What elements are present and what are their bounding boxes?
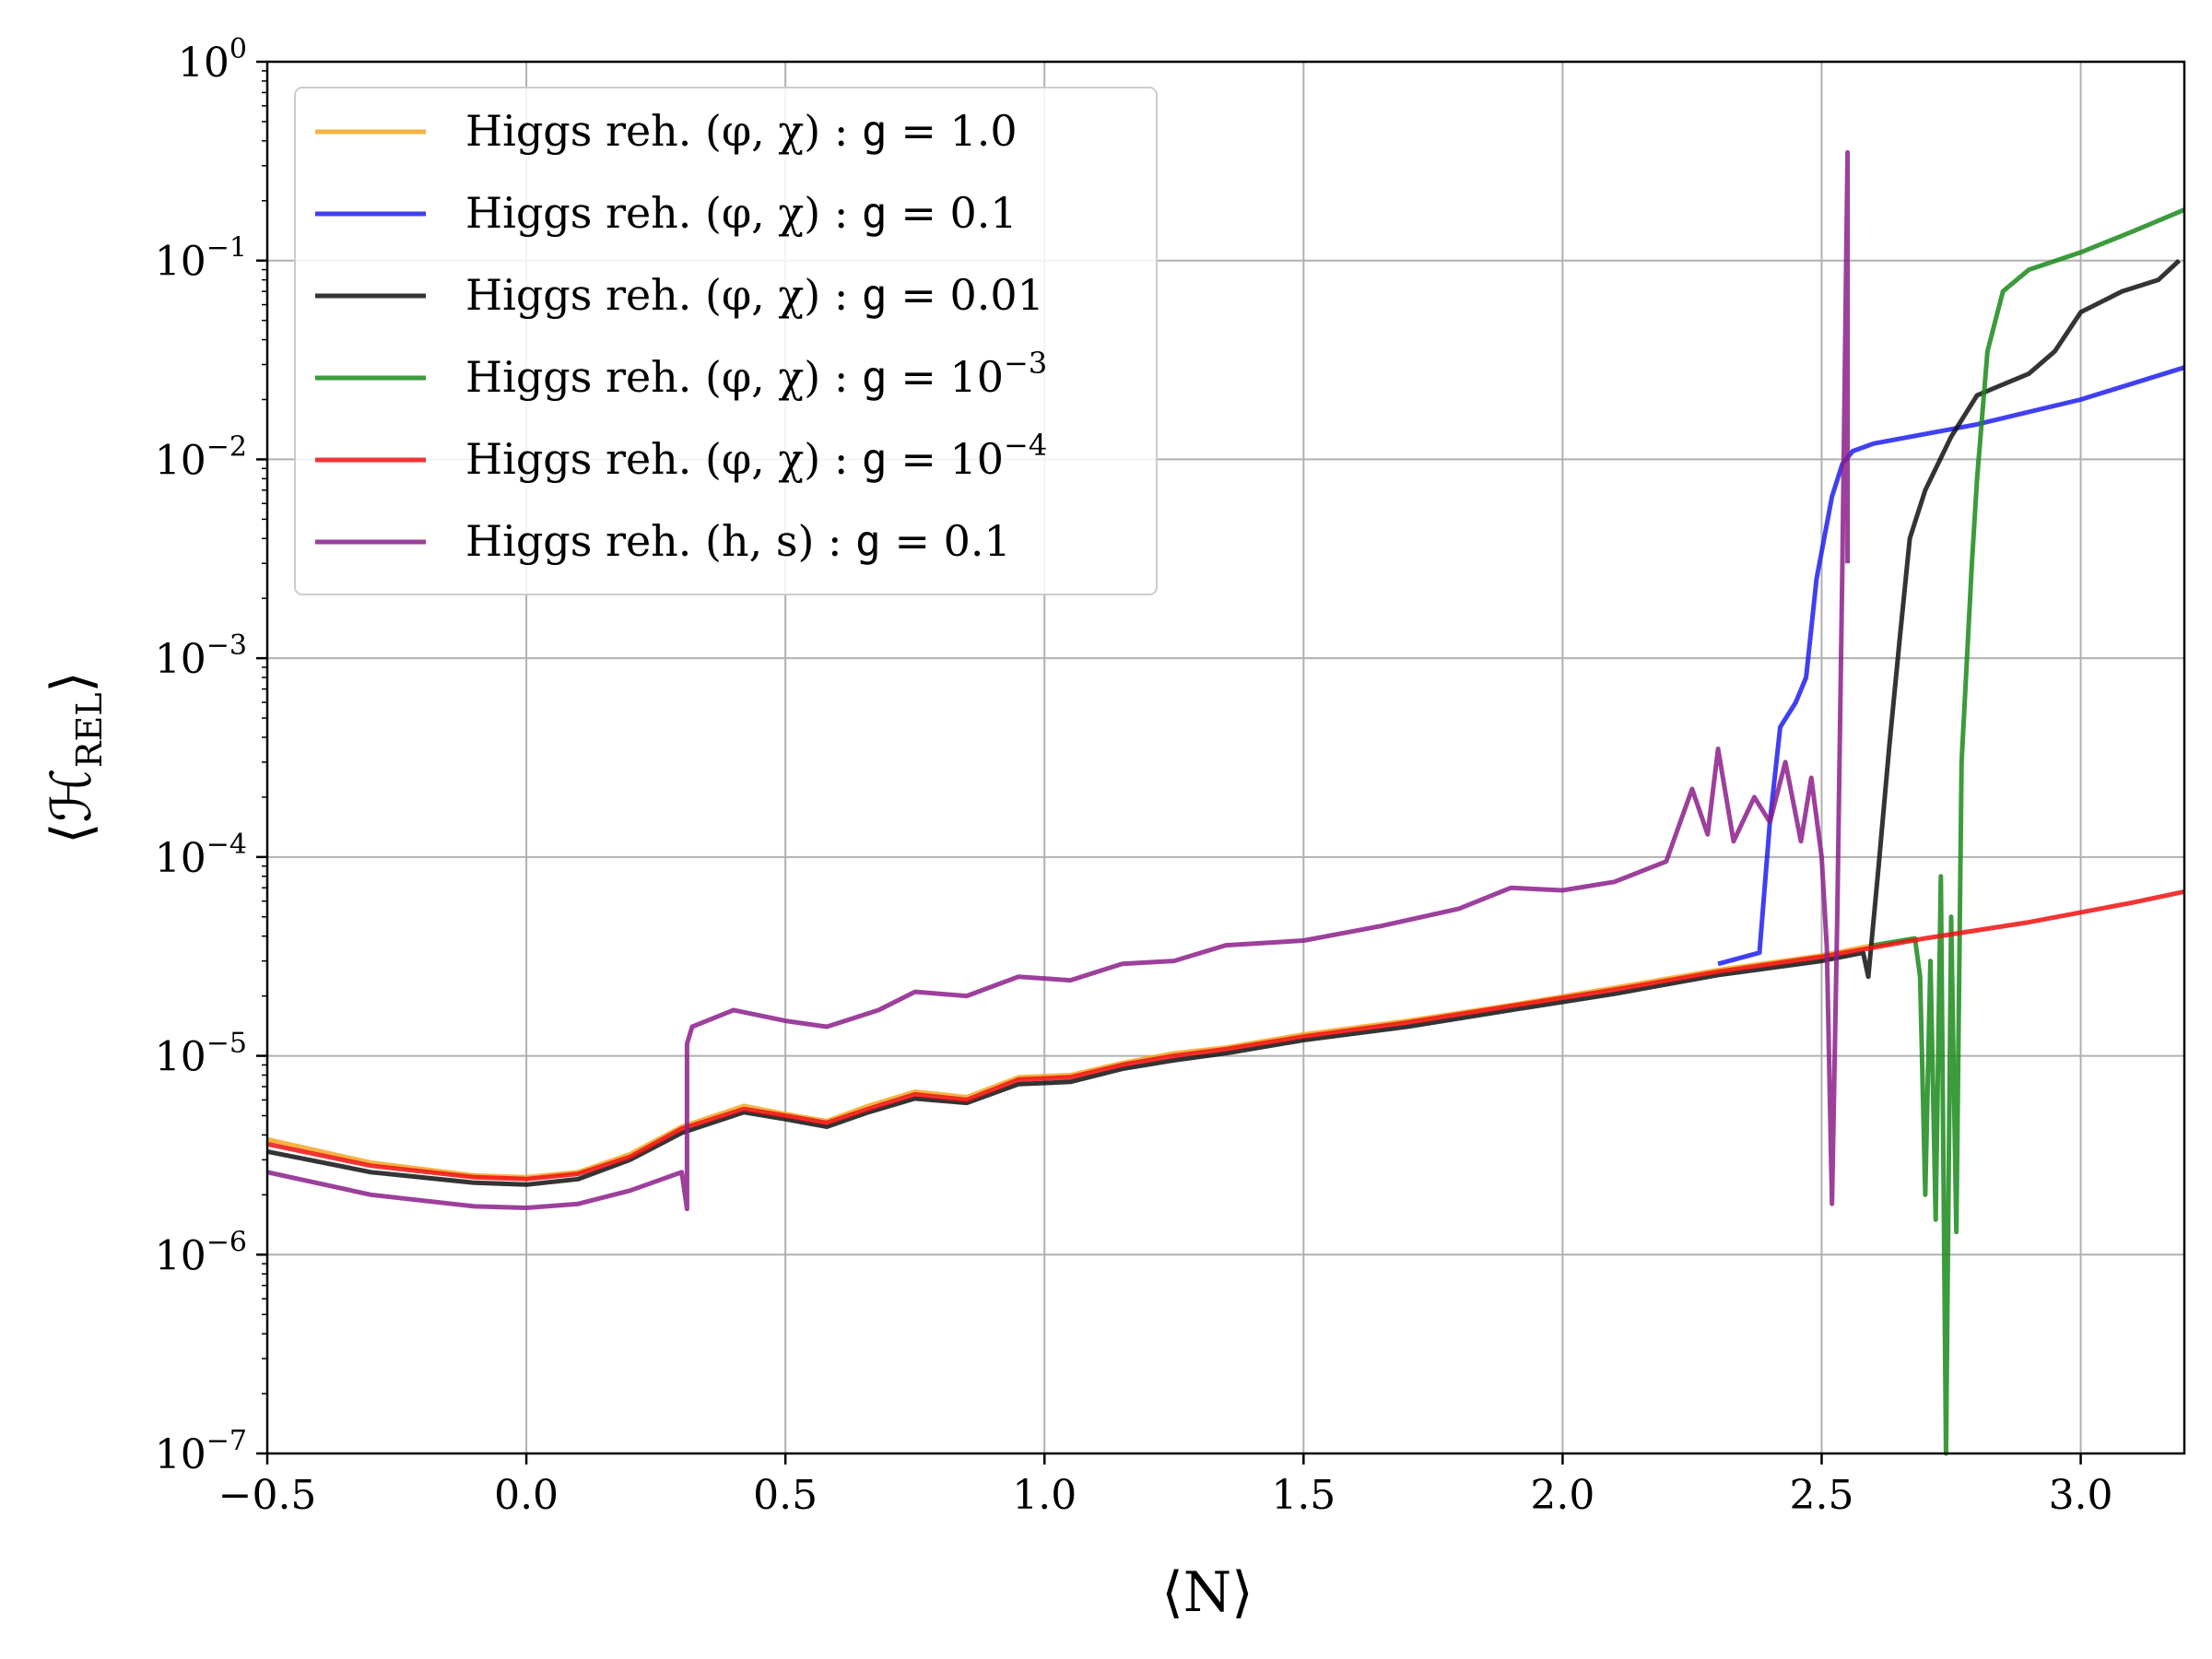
series-line-6 xyxy=(266,149,1851,1212)
y-axis-title-sub: REL xyxy=(69,693,110,769)
x-tick-label: 1.5 xyxy=(1271,1472,1335,1519)
legend-label-3: Higgs reh. (φ, χ) : g = 0.01 xyxy=(465,270,1044,320)
series-line-3 xyxy=(266,258,2182,1187)
y-tick-label: 10−6 xyxy=(155,1226,247,1279)
x-tick-label: 0.0 xyxy=(494,1472,559,1519)
series-line-5 xyxy=(266,888,2185,1182)
x-axis-title: ⟨N⟩ xyxy=(1161,1560,1253,1625)
y-axis-title-close: ⟩ xyxy=(40,671,104,692)
x-tick-label: −0.5 xyxy=(218,1472,317,1519)
legend-label-1: Higgs reh. (φ, χ) : g = 1.0 xyxy=(465,106,1018,156)
series-line-4 xyxy=(1873,207,2185,1456)
y-tick-labels: 10−7 10−6 10−5 10−4 10−3 10−2 10−1 100 xyxy=(155,33,247,1478)
x-tick-labels: −0.5 0.0 0.5 1.0 1.5 2.0 2.5 3.0 xyxy=(218,1472,2113,1519)
y-tick-label: 10−2 xyxy=(155,430,247,484)
x-tick-label: 2.5 xyxy=(1789,1472,1853,1519)
y-axis-title-main: ⟨ℋ xyxy=(40,768,104,844)
ticks xyxy=(256,60,2082,1465)
y-axis-title: ⟨ℋREL⟩ xyxy=(40,671,110,844)
series-layer xyxy=(266,149,2185,1456)
legend-label-5: Higgs reh. (φ, χ) : g = 10−4 xyxy=(465,428,1047,484)
legend: Higgs reh. (φ, χ) : g = 1.0 Higgs reh. (φ… xyxy=(294,87,1158,595)
legend-box xyxy=(294,87,1158,595)
svg-text:⟨ℋREL⟩: ⟨ℋREL⟩ xyxy=(40,671,110,844)
y-tick-label: 10−3 xyxy=(155,629,247,683)
legend-label-2: Higgs reh. (φ, χ) : g = 0.1 xyxy=(465,188,1018,238)
y-tick-label: 10−7 xyxy=(155,1425,247,1478)
y-tick-label: 10−5 xyxy=(155,1028,247,1081)
x-tick-label: 1.0 xyxy=(1012,1472,1077,1519)
x-tick-label: 2.0 xyxy=(1530,1472,1594,1519)
y-tick-label: 10−4 xyxy=(155,829,247,882)
legend-label-4: Higgs reh. (φ, χ) : g = 10−3 xyxy=(465,346,1047,402)
x-tick-label: 0.5 xyxy=(753,1472,818,1519)
legend-label-6: Higgs reh. (h, s) : g = 0.1 xyxy=(465,516,1011,566)
legend-entries: Higgs reh. (φ, χ) : g = 1.0 Higgs reh. (φ… xyxy=(315,106,1047,566)
y-tick-label: 100 xyxy=(178,33,247,87)
x-tick-label: 3.0 xyxy=(2049,1472,2113,1519)
y-tick-label: 10−1 xyxy=(155,232,247,286)
plot-frame xyxy=(265,60,2186,1455)
